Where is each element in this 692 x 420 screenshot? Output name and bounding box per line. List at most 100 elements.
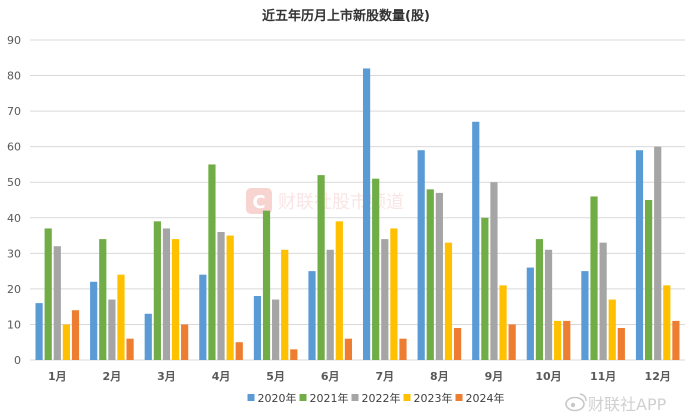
bar xyxy=(162,228,171,360)
bar xyxy=(71,310,80,360)
bar xyxy=(481,217,489,360)
x-tick-label: 4月 xyxy=(212,370,231,383)
y-tick-label: 0 xyxy=(14,354,21,367)
y-tick-label: 40 xyxy=(7,212,21,225)
y-tick-label: 30 xyxy=(7,247,21,260)
bar xyxy=(390,228,398,360)
x-tick-label: 12月 xyxy=(645,370,671,383)
bar xyxy=(153,221,161,360)
bar xyxy=(317,175,325,360)
watermark-logo-glyph: C xyxy=(252,192,265,213)
bar xyxy=(453,328,462,360)
bar xyxy=(344,338,353,360)
y-tick-label: 60 xyxy=(7,141,21,154)
legend-label: 2022年 xyxy=(362,391,401,405)
grid xyxy=(30,39,685,361)
legend-label: 2021年 xyxy=(310,391,349,405)
x-tick-label: 9月 xyxy=(485,370,504,383)
x-tick-label: 1月 xyxy=(48,370,67,383)
y-tick-label: 50 xyxy=(7,176,21,189)
bar xyxy=(399,338,407,360)
watermark-logo-icon xyxy=(246,188,272,214)
bar xyxy=(226,235,234,360)
watermark-text: 财联社股市频道 xyxy=(278,192,404,213)
bar xyxy=(372,178,380,360)
x-axis: 1月 2月 3月 4月 5月 6月 7月 8月 9月 10月 11月 12月 xyxy=(48,370,671,383)
bar xyxy=(581,271,589,360)
bar xyxy=(417,150,425,360)
y-axis: 0 10 20 30 40 50 60 70 80 90 xyxy=(7,34,21,367)
bar xyxy=(672,320,680,360)
bar xyxy=(490,182,498,360)
bar xyxy=(281,249,289,360)
bar xyxy=(554,320,562,360)
bar xyxy=(290,349,298,360)
x-tick-label: 5月 xyxy=(266,370,285,383)
bar xyxy=(599,242,607,360)
bar xyxy=(526,267,534,360)
bar xyxy=(126,338,134,360)
bar xyxy=(426,189,434,360)
bar xyxy=(108,299,116,360)
y-tick-label: 10 xyxy=(7,318,21,331)
bars xyxy=(35,68,680,361)
bar xyxy=(362,68,371,360)
bar xyxy=(253,296,262,360)
bar xyxy=(326,249,334,360)
x-tick-label: 10月 xyxy=(535,370,561,383)
x-tick-label: 8月 xyxy=(430,370,449,383)
legend: 2020年 2021年 2022年 2023年 2024年 xyxy=(247,391,505,405)
bar xyxy=(508,324,516,360)
bar xyxy=(435,192,443,360)
bar xyxy=(590,196,598,360)
bar xyxy=(144,313,152,360)
bar xyxy=(544,249,553,360)
legend-swatch xyxy=(403,394,411,401)
bar xyxy=(381,239,389,360)
y-tick-label: 20 xyxy=(7,283,21,296)
bar xyxy=(117,274,125,360)
bar xyxy=(563,320,571,360)
bar xyxy=(617,328,625,360)
legend-swatch xyxy=(455,394,463,401)
bar xyxy=(472,121,480,361)
bar xyxy=(444,242,453,360)
bar xyxy=(235,342,243,360)
legend-label: 2020年 xyxy=(258,391,297,405)
x-tick-label: 11月 xyxy=(590,370,616,383)
bar xyxy=(90,281,98,360)
bar xyxy=(499,285,507,360)
legend-swatch xyxy=(247,394,255,401)
y-tick-label: 90 xyxy=(7,34,21,47)
bar xyxy=(208,164,216,360)
bar xyxy=(608,299,616,360)
x-tick-label: 6月 xyxy=(321,370,340,383)
x-tick-label: 2月 xyxy=(103,370,122,383)
y-tick-label: 80 xyxy=(7,70,21,83)
bar xyxy=(272,299,280,360)
bar xyxy=(199,274,207,360)
bar xyxy=(171,239,180,360)
bar xyxy=(262,210,271,360)
y-tick-label: 70 xyxy=(7,105,21,118)
bar xyxy=(645,200,653,360)
bar xyxy=(62,324,70,360)
corner-logo-text: 财联社APP xyxy=(588,395,667,414)
bar xyxy=(663,285,671,360)
bar xyxy=(654,146,662,360)
bar xyxy=(308,271,316,360)
legend-label: 2023年 xyxy=(414,391,453,405)
legend-label: 2024年 xyxy=(466,391,505,405)
bar xyxy=(535,239,544,360)
legend-swatch xyxy=(299,394,307,401)
bar xyxy=(35,303,43,360)
weibo-icon xyxy=(565,393,587,412)
x-tick-label: 7月 xyxy=(375,370,394,383)
bar xyxy=(635,150,644,360)
chart-title: 近五年历月上市新股数量(股) xyxy=(262,8,430,24)
bar xyxy=(44,228,52,360)
bar xyxy=(99,239,107,360)
bar xyxy=(53,246,61,360)
watermark: C 财联社股市频道 xyxy=(246,188,404,214)
